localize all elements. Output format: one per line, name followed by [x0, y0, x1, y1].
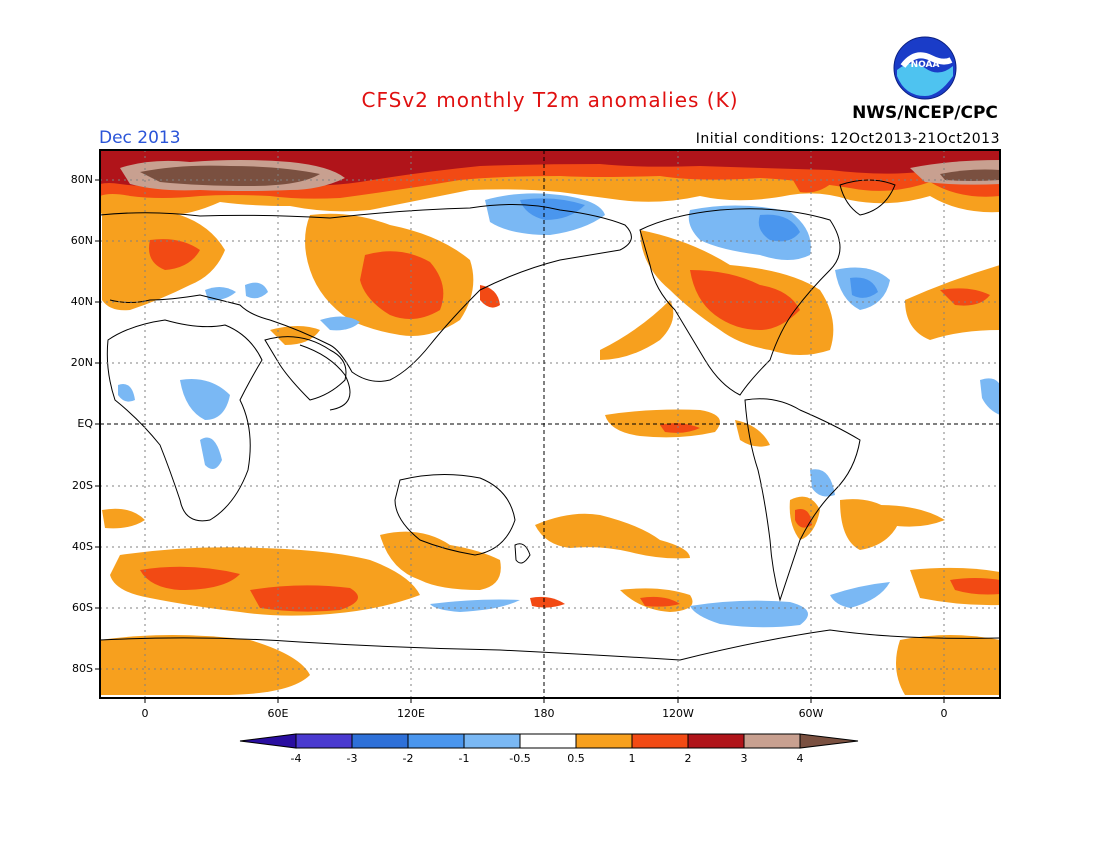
- colorbar-arrow-right: [799, 733, 859, 749]
- lat-label: 40N: [70, 295, 93, 308]
- map-canvas: [100, 150, 1000, 698]
- eurasia-outline: [100, 203, 632, 382]
- new-zealand-outline: [514, 543, 531, 564]
- lat-label: 20N: [70, 356, 93, 369]
- lat-label: EQ: [77, 417, 93, 430]
- india-outline: [299, 344, 351, 411]
- lon-label: 120W: [662, 707, 694, 720]
- colorbar-label: 1: [628, 752, 636, 765]
- lon-label: 60W: [798, 707, 824, 720]
- colorbar-label: -2: [402, 752, 414, 765]
- lat-label: 60N: [70, 234, 93, 247]
- colorbar-label: -1: [458, 752, 470, 765]
- south-america-outline: [744, 398, 861, 602]
- colorbar-label: -3: [346, 752, 358, 765]
- nh-warm-anomalies: [102, 171, 1000, 360]
- lat-label: 80N: [70, 173, 93, 186]
- sh-warm-anomalies: [100, 409, 1000, 695]
- colorbar-swatch: [575, 733, 633, 749]
- gridlines: [100, 150, 1000, 698]
- arabia-outline: [264, 336, 347, 401]
- equator-dateline: [100, 150, 1000, 698]
- forecast-month: Dec 2013: [99, 128, 181, 148]
- colorbar-label: 4: [796, 752, 804, 765]
- colorbar-swatch: [351, 733, 409, 749]
- north-america-outline: [639, 208, 841, 396]
- africa-outline: [106, 319, 263, 522]
- lat-label: 60S: [72, 601, 93, 614]
- colorbar: [239, 733, 859, 749]
- antarctica-outline: [100, 629, 1000, 661]
- colorbar-label: -0.5: [509, 752, 531, 765]
- axis-ticks: [95, 179, 945, 703]
- colorbar-label: 0.5: [567, 752, 585, 765]
- lon-label: 0: [940, 707, 948, 720]
- cold-anomalies: [118, 193, 1000, 628]
- colorbar-arrow-left: [239, 733, 297, 749]
- lon-label: 60E: [267, 707, 289, 720]
- lon-label: 120E: [397, 707, 425, 720]
- arctic-warm-belt: [100, 150, 1000, 216]
- initial-conditions: Initial conditions: 12Oct2013-21Oct2013: [695, 131, 1000, 147]
- colorbar-swatch: [407, 733, 465, 749]
- lat-label: 40S: [72, 540, 93, 553]
- agency-label: NWS/NCEP/CPC: [852, 103, 998, 123]
- colorbar-swatch: [687, 733, 745, 749]
- colorbar-label: -4: [290, 752, 302, 765]
- colorbar-swatch: [463, 733, 521, 749]
- noaa-logo-text: NOAA: [911, 60, 940, 70]
- colorbar-swatch: [519, 733, 577, 749]
- lon-label: 0: [141, 707, 149, 720]
- lon-label: 180: [533, 707, 555, 720]
- colorbar-swatch: [743, 733, 801, 749]
- colorbar-swatch: [295, 733, 353, 749]
- lat-label: 20S: [72, 479, 93, 492]
- coastlines: [100, 179, 1000, 661]
- colorbar-swatch: [631, 733, 689, 749]
- colorbar-label: 3: [740, 752, 748, 765]
- lat-label: 80S: [72, 662, 93, 675]
- noaa-logo-icon: NOAA: [893, 36, 957, 100]
- australia-outline: [394, 473, 516, 556]
- colorbar-label: 2: [684, 752, 692, 765]
- map-title: CFSv2 monthly T2m anomalies (K): [361, 88, 739, 112]
